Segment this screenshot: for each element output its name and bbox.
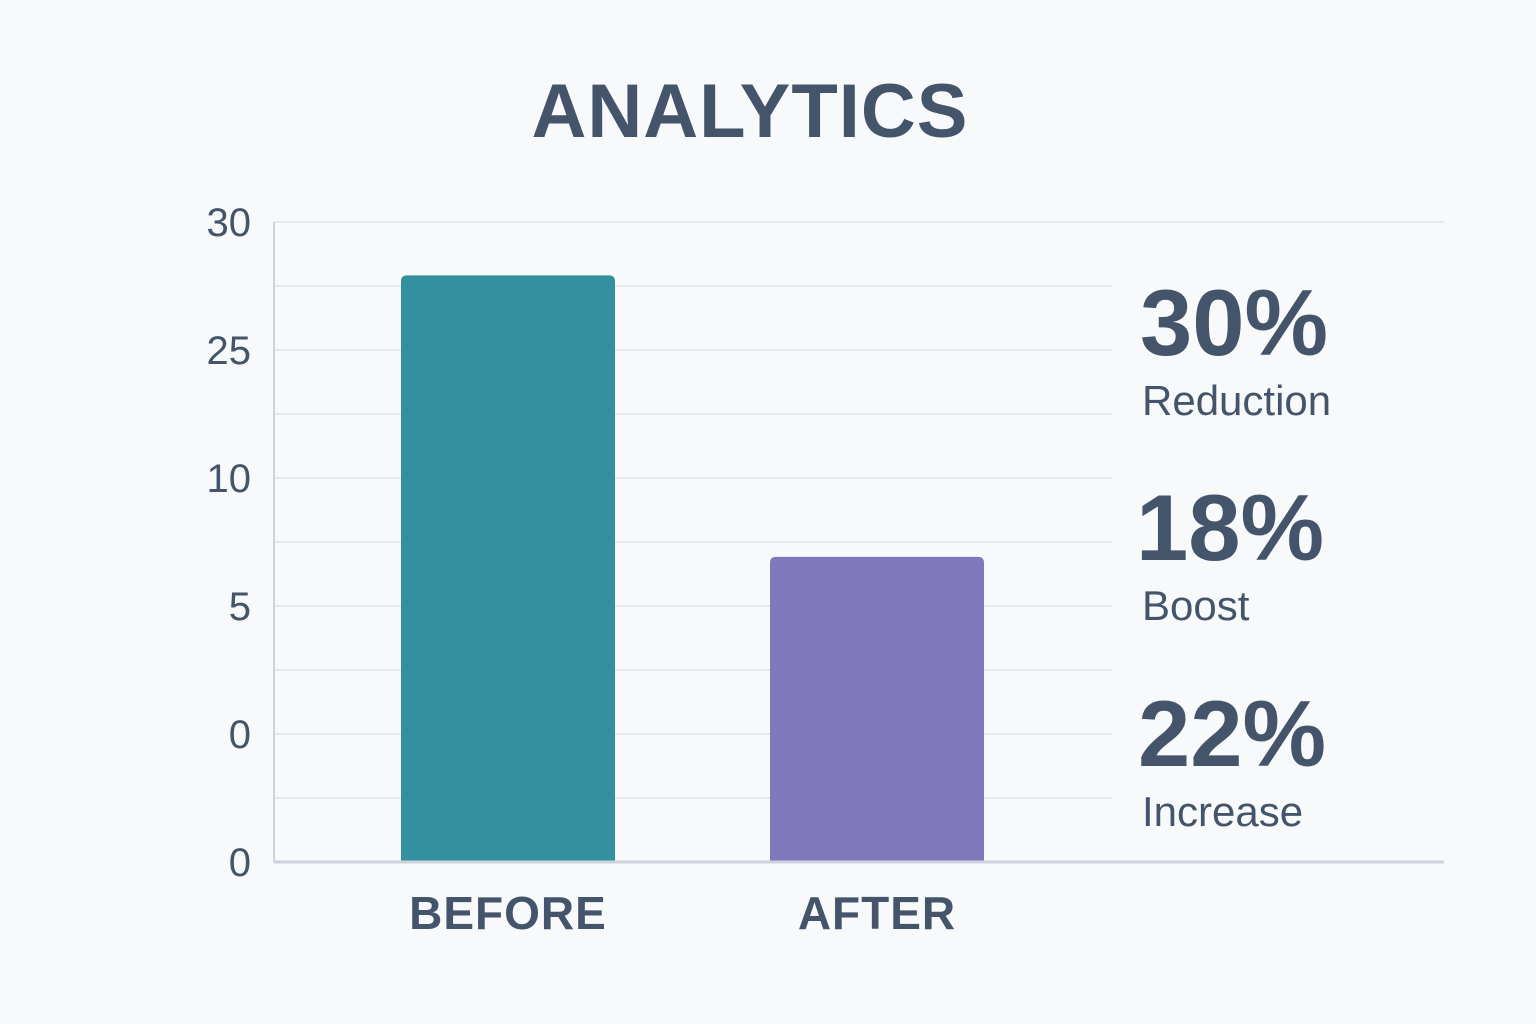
y-tick-label: 0 xyxy=(229,713,251,757)
bars xyxy=(401,275,984,862)
stat-boost: 18% Boost xyxy=(1136,475,1324,629)
stat-value: 30% xyxy=(1140,270,1328,375)
y-tick-label: 30 xyxy=(207,201,252,245)
y-tick-label: 0 xyxy=(229,841,251,885)
bar-before xyxy=(401,275,615,862)
y-tick-label: 25 xyxy=(207,329,252,373)
y-tick-label: 10 xyxy=(207,457,252,501)
x-axis-categories: BEFORE AFTER xyxy=(409,887,956,939)
stat-label: Boost xyxy=(1142,582,1250,629)
stat-label: Reduction xyxy=(1142,377,1331,424)
y-axis-ticks: 30 25 10 5 0 0 xyxy=(207,201,252,885)
stat-label: Increase xyxy=(1142,788,1303,835)
x-category-label: AFTER xyxy=(798,887,956,939)
y-tick-label: 5 xyxy=(229,585,251,629)
x-category-label: BEFORE xyxy=(409,887,607,939)
stat-value: 22% xyxy=(1138,681,1326,786)
chart-title: ANALYTICS xyxy=(532,69,969,154)
stat-reduction: 30% Reduction xyxy=(1140,270,1331,424)
stat-increase: 22% Increase xyxy=(1138,681,1326,835)
bar-after xyxy=(770,556,984,862)
stat-value: 18% xyxy=(1136,475,1324,580)
